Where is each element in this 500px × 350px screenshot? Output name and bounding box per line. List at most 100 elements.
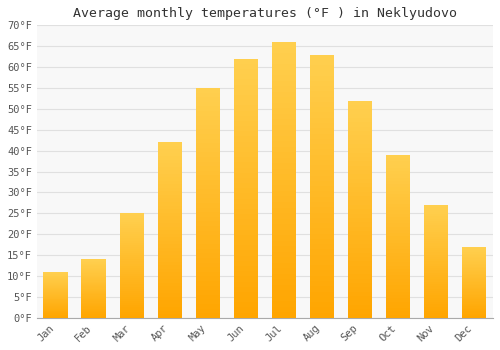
Bar — [234, 199, 258, 204]
Bar — [272, 274, 296, 279]
Bar — [234, 214, 258, 219]
Bar — [120, 222, 144, 224]
Bar — [386, 275, 410, 279]
Bar — [158, 233, 182, 237]
Bar — [272, 296, 296, 301]
Bar — [82, 290, 106, 291]
Bar — [462, 296, 486, 298]
Bar — [234, 59, 258, 318]
Bar — [348, 153, 372, 157]
Bar — [310, 307, 334, 313]
Bar — [462, 316, 486, 318]
Bar — [158, 283, 182, 286]
Bar — [196, 267, 220, 272]
Bar — [44, 274, 68, 275]
Bar — [82, 296, 106, 297]
Bar — [44, 290, 68, 291]
Bar — [310, 60, 334, 65]
Bar — [120, 218, 144, 220]
Bar — [82, 304, 106, 305]
Bar — [120, 307, 144, 309]
Bar — [82, 301, 106, 303]
Bar — [44, 283, 68, 284]
Bar — [196, 180, 220, 184]
Bar — [348, 118, 372, 122]
Bar — [158, 205, 182, 209]
Bar — [196, 217, 220, 221]
Bar — [234, 302, 258, 308]
Bar — [196, 166, 220, 171]
Bar — [424, 266, 448, 268]
Bar — [386, 155, 410, 318]
Bar — [386, 312, 410, 315]
Bar — [120, 214, 144, 318]
Bar — [158, 258, 182, 262]
Bar — [82, 311, 106, 312]
Bar — [158, 297, 182, 300]
Bar — [158, 198, 182, 202]
Bar — [120, 314, 144, 316]
Bar — [120, 255, 144, 257]
Bar — [120, 270, 144, 272]
Bar — [234, 74, 258, 79]
Bar — [386, 226, 410, 230]
Bar — [82, 277, 106, 278]
Bar — [234, 79, 258, 85]
Bar — [272, 103, 296, 108]
Bar — [120, 287, 144, 289]
Bar — [310, 228, 334, 233]
Bar — [310, 55, 334, 60]
Bar — [196, 249, 220, 253]
Bar — [462, 301, 486, 302]
Bar — [462, 265, 486, 267]
Bar — [348, 188, 372, 192]
Bar — [234, 188, 258, 194]
Bar — [310, 55, 334, 318]
Bar — [234, 59, 258, 64]
Bar — [310, 186, 334, 191]
Bar — [272, 42, 296, 318]
Bar — [272, 196, 296, 202]
Bar — [234, 95, 258, 100]
Bar — [272, 202, 296, 208]
Bar — [386, 259, 410, 262]
Bar — [234, 219, 258, 225]
Bar — [348, 205, 372, 209]
Bar — [196, 221, 220, 226]
Bar — [462, 264, 486, 265]
Bar — [462, 291, 486, 292]
Bar — [44, 287, 68, 288]
Bar — [44, 299, 68, 300]
Bar — [310, 86, 334, 91]
Bar — [348, 131, 372, 135]
Bar — [196, 106, 220, 111]
Bar — [386, 256, 410, 259]
Bar — [348, 100, 372, 105]
Bar — [44, 282, 68, 283]
Bar — [386, 292, 410, 295]
Bar — [424, 218, 448, 221]
Bar — [82, 267, 106, 269]
Bar — [272, 64, 296, 70]
Bar — [424, 309, 448, 311]
Bar — [234, 126, 258, 131]
Bar — [348, 270, 372, 274]
Bar — [120, 285, 144, 287]
Bar — [82, 313, 106, 314]
Bar — [310, 97, 334, 102]
Bar — [424, 275, 448, 277]
Bar — [272, 75, 296, 80]
Bar — [196, 130, 220, 134]
Bar — [424, 295, 448, 298]
Bar — [462, 251, 486, 252]
Bar — [44, 292, 68, 293]
Bar — [44, 316, 68, 317]
Bar — [82, 314, 106, 315]
Bar — [386, 204, 410, 207]
Bar — [82, 294, 106, 296]
Bar — [234, 183, 258, 188]
Bar — [196, 116, 220, 120]
Bar — [348, 253, 372, 257]
Bar — [348, 309, 372, 314]
Bar — [348, 113, 372, 118]
